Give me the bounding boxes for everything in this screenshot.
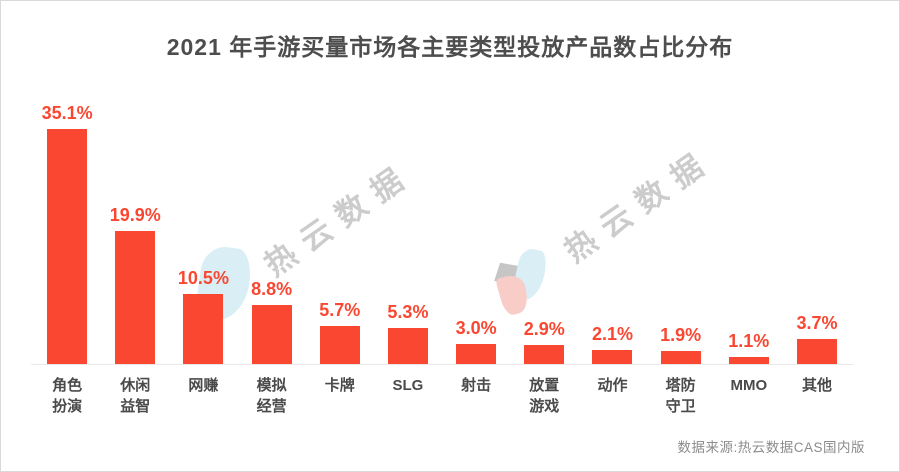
category-label: 放置 游戏 — [510, 375, 578, 417]
category-label: 角色 扮演 — [33, 375, 101, 417]
bar-value-label: 1.9% — [660, 325, 702, 345]
chart-title: 2021 年手游买量市场各主要类型投放产品数占比分布 — [166, 34, 734, 60]
bar-value-label: 2.9% — [523, 319, 565, 339]
category-label: 射击 — [442, 375, 510, 417]
category-label: SLG — [374, 375, 442, 417]
bar-group: 3.0% — [442, 318, 510, 364]
bar — [796, 339, 837, 364]
category-line: 动作 — [597, 377, 628, 394]
bar — [592, 350, 633, 364]
category-line: 经营 — [256, 398, 287, 415]
category-line: 网赚 — [188, 377, 219, 394]
bar-group: 1.9% — [647, 325, 715, 364]
bar-value-label: 5.7% — [319, 300, 361, 320]
category-line: 塔防 — [665, 377, 696, 394]
bar-value-label: 1.1% — [728, 331, 770, 351]
bar-value-label: 3.7% — [796, 313, 838, 333]
bar — [115, 231, 156, 364]
bar-group: 10.5% — [169, 268, 237, 364]
category-line: 角色 — [52, 377, 83, 394]
bar — [251, 305, 292, 364]
data-source-note: 数据来源:热云数据CAS国内版 — [677, 440, 865, 455]
bar-group: 2.1% — [578, 324, 646, 364]
bar — [456, 344, 497, 364]
category-label: 网赚 — [169, 375, 237, 417]
category-label: 模拟 经营 — [238, 375, 306, 417]
bar-group: 5.3% — [374, 302, 442, 364]
bar-group: 8.8% — [238, 279, 306, 364]
category-line: 模拟 — [256, 377, 287, 394]
bar-group: 35.1% — [33, 103, 101, 364]
bar — [524, 345, 565, 364]
category-line: 益智 — [120, 398, 151, 415]
bar — [660, 351, 701, 364]
bar-value-label: 8.8% — [251, 279, 293, 299]
category-label: 塔防 守卫 — [647, 375, 715, 417]
category-label: 其他 — [783, 375, 851, 417]
bar-value-label: 2.1% — [591, 324, 633, 344]
bar — [387, 328, 428, 364]
category-line: 守卫 — [665, 398, 696, 415]
bar-group: 19.9% — [101, 205, 169, 364]
category-line: 扮演 — [52, 398, 83, 415]
x-axis-labels: 角色 扮演 休闲 益智 网赚 模拟 经营 卡牌 SLG 射击 放置 游戏 — [33, 375, 851, 417]
category-line: 射击 — [461, 377, 492, 394]
category-line: 放置 — [529, 377, 560, 394]
category-line: 卡牌 — [324, 377, 355, 394]
bar — [319, 326, 360, 364]
bar-value-label: 3.0% — [455, 318, 497, 338]
bar — [728, 357, 769, 364]
bar-group: 1.1% — [715, 331, 783, 364]
category-label: 休闲 益智 — [101, 375, 169, 417]
category-line: 游戏 — [529, 398, 560, 415]
bar-group: 5.7% — [306, 300, 374, 364]
bar-value-label: 10.5% — [177, 268, 229, 288]
category-line: 其他 — [801, 377, 832, 394]
bar-value-label: 35.1% — [41, 103, 93, 123]
category-label: 卡牌 — [306, 375, 374, 417]
bar-value-label: 5.3% — [387, 302, 429, 322]
category-line: SLG — [392, 377, 424, 394]
bar — [47, 129, 88, 364]
bar — [183, 294, 224, 364]
category-line: 休闲 — [120, 377, 151, 394]
bar-plot-area: 35.1% 19.9% 10.5% 8.8% 5.7% 5.3% 3.0% 2 — [33, 1, 851, 364]
category-line: MMO — [730, 377, 768, 394]
x-axis-baseline — [31, 364, 853, 365]
bar-value-label: 19.9% — [109, 205, 161, 225]
category-label: MMO — [715, 375, 783, 417]
category-label: 动作 — [578, 375, 646, 417]
bar-group: 2.9% — [510, 319, 578, 364]
bar-group: 3.7% — [783, 313, 851, 364]
